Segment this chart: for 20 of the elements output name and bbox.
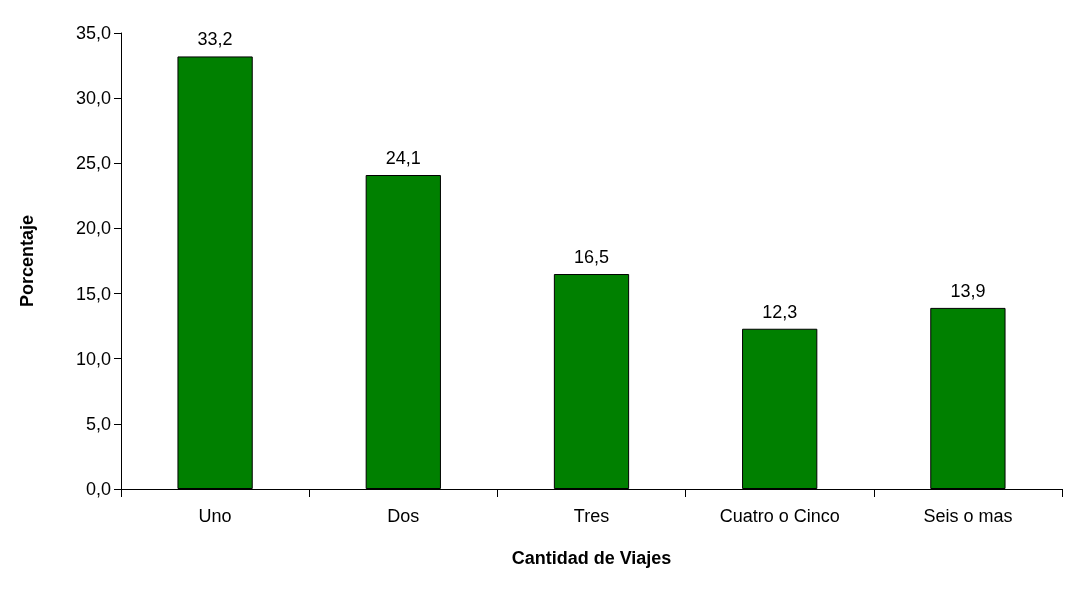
- x-axis-title: Cantidad de Viajes: [511, 548, 672, 568]
- x-tick-label: Uno: [198, 506, 232, 526]
- y-tick-label: 30,0: [75, 88, 111, 109]
- y-axis-title: Porcentaje: [17, 214, 37, 308]
- y-tick-label: 0,0: [85, 479, 111, 499]
- y-tick-label: 20,0: [75, 218, 111, 239]
- data-label: 16,5: [573, 247, 610, 268]
- y-tick-label: 35,0: [75, 23, 111, 43]
- data-label: 24,1: [385, 148, 421, 169]
- y-tick-label: 25,0: [75, 153, 111, 174]
- y-tick-label: 5,0: [85, 413, 111, 434]
- data-label: 13,9: [950, 280, 986, 301]
- x-tick-label: Seis o mas: [923, 506, 1013, 526]
- x-tick-label: Cuatro o Cinco: [719, 506, 840, 526]
- x-tick-label: Tres: [573, 506, 610, 526]
- y-tick-label: 15,0: [75, 283, 111, 304]
- x-tick-label: Dos: [387, 506, 420, 526]
- data-label: 33,2: [197, 29, 233, 50]
- data-label: 12,3: [762, 301, 798, 322]
- y-tick-label: 10,0: [75, 348, 111, 369]
